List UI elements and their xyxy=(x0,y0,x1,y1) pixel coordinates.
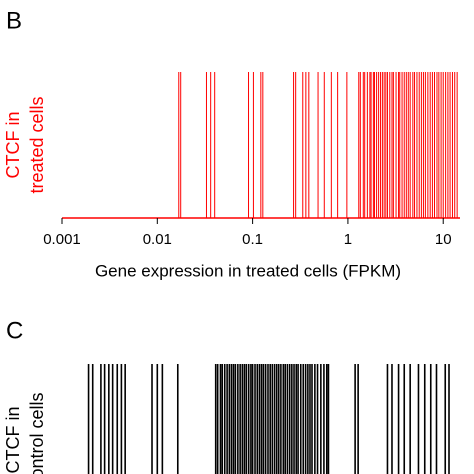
panel-letter: B xyxy=(6,7,22,34)
x-tick-label: 0.1 xyxy=(242,231,263,248)
x-tick-label: 0.01 xyxy=(143,231,172,248)
y-axis-label: CTCF in xyxy=(3,407,23,474)
x-tick-label: 1 xyxy=(344,231,352,248)
x-tick-label: 10 xyxy=(435,231,452,248)
y-axis-label: control cells xyxy=(27,392,47,474)
y-axis-label: treated cells xyxy=(27,96,47,193)
x-tick-label: 0.001 xyxy=(43,231,81,248)
y-axis-label: CTCF in xyxy=(3,112,23,179)
x-axis-label: Gene expression in treated cells (FPKM) xyxy=(95,261,401,280)
panel-letter: C xyxy=(6,317,23,344)
